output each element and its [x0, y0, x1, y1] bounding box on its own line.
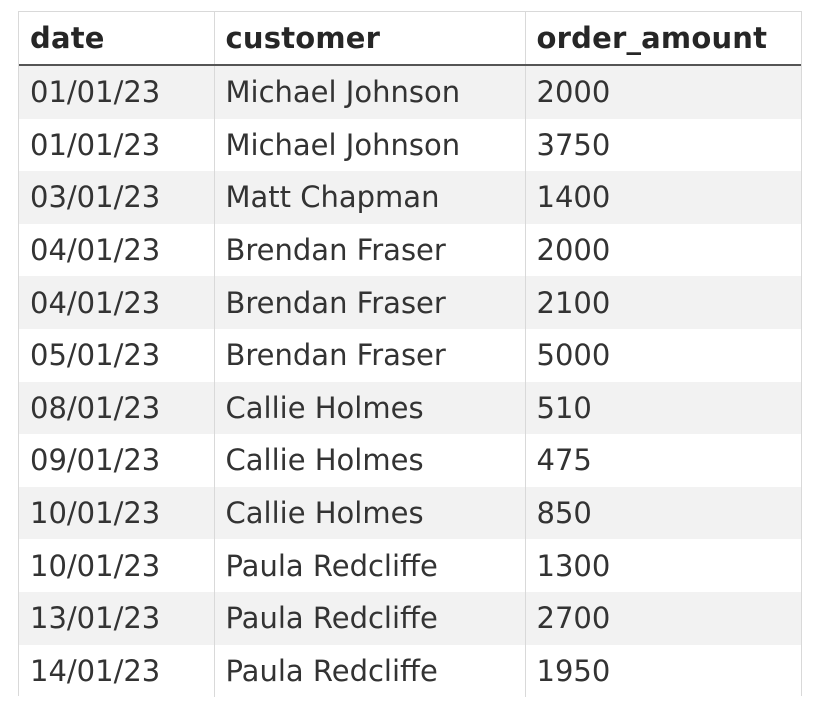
- table-row: 10/01/23 Paula Redcliffe 1300: [19, 539, 801, 592]
- table-body: 01/01/23 Michael Johnson 2000 01/01/23 M…: [19, 65, 801, 698]
- cell-order-amount: 1950: [524, 644, 801, 698]
- cell-order-amount: 1300: [524, 539, 801, 592]
- cell-customer: Matt Chapman: [213, 171, 525, 224]
- cell-customer: Michael Johnson: [213, 65, 525, 119]
- cell-date: 01/01/23: [19, 65, 214, 119]
- cell-date: 08/01/23: [19, 381, 214, 435]
- cell-customer: Michael Johnson: [213, 118, 525, 172]
- cell-customer: Paula Redcliffe: [213, 644, 525, 698]
- table-row: 01/01/23 Michael Johnson 2000: [19, 65, 801, 119]
- cell-date: 04/01/23: [19, 276, 214, 329]
- cell-date: 03/01/23: [19, 171, 214, 224]
- cell-order-amount: 475: [524, 434, 801, 487]
- cell-order-amount: 1400: [524, 171, 801, 224]
- cell-date: 01/01/23: [19, 118, 214, 172]
- table-row: 10/01/23 Callie Holmes 850: [19, 486, 801, 540]
- table-row: 03/01/23 Matt Chapman 1400: [19, 171, 801, 224]
- table-row: 04/01/23 Brendan Fraser 2000: [19, 223, 801, 277]
- cell-customer: Brendan Fraser: [213, 276, 525, 329]
- cell-order-amount: 2700: [524, 591, 801, 645]
- cell-order-amount: 510: [524, 381, 801, 435]
- cell-customer: Brendan Fraser: [213, 223, 525, 277]
- table-header: date customer order_amount: [19, 12, 801, 66]
- table-row: 14/01/23 Paula Redcliffe 1950: [19, 644, 801, 698]
- cell-date: 10/01/23: [19, 539, 214, 592]
- cell-order-amount: 2000: [524, 223, 801, 277]
- table-row: 08/01/23 Callie Holmes 510: [19, 381, 801, 435]
- cell-order-amount: 3750: [524, 118, 801, 172]
- cell-customer: Brendan Fraser: [213, 328, 525, 382]
- cell-customer: Callie Holmes: [213, 434, 525, 487]
- table-row: 04/01/23 Brendan Fraser 2100: [19, 276, 801, 329]
- cell-date: 09/01/23: [19, 434, 214, 487]
- cell-date: 05/01/23: [19, 328, 214, 382]
- table-row: 09/01/23 Callie Holmes 475: [19, 434, 801, 487]
- cell-order-amount: 850: [524, 486, 801, 540]
- header-row: date customer order_amount: [19, 12, 801, 66]
- cell-customer: Paula Redcliffe: [213, 591, 525, 645]
- table-row: 13/01/23 Paula Redcliffe 2700: [19, 591, 801, 645]
- orders-table-container: date customer order_amount 01/01/23 Mich…: [18, 11, 802, 698]
- table-row: 01/01/23 Michael Johnson 3750: [19, 118, 801, 172]
- cell-order-amount: 2000: [524, 65, 801, 119]
- cell-customer: Paula Redcliffe: [213, 539, 525, 592]
- header-customer: customer: [213, 12, 525, 66]
- cell-date: 14/01/23: [19, 644, 214, 698]
- cell-date: 13/01/23: [19, 591, 214, 645]
- orders-table: date customer order_amount 01/01/23 Mich…: [19, 12, 801, 698]
- cell-date: 10/01/23: [19, 486, 214, 540]
- cell-order-amount: 5000: [524, 328, 801, 382]
- header-order-amount: order_amount: [524, 12, 801, 66]
- table-row: 05/01/23 Brendan Fraser 5000: [19, 328, 801, 382]
- cell-date: 04/01/23: [19, 223, 214, 277]
- cell-customer: Callie Holmes: [213, 486, 525, 540]
- cell-order-amount: 2100: [524, 276, 801, 329]
- cell-customer: Callie Holmes: [213, 381, 525, 435]
- header-date: date: [19, 12, 214, 66]
